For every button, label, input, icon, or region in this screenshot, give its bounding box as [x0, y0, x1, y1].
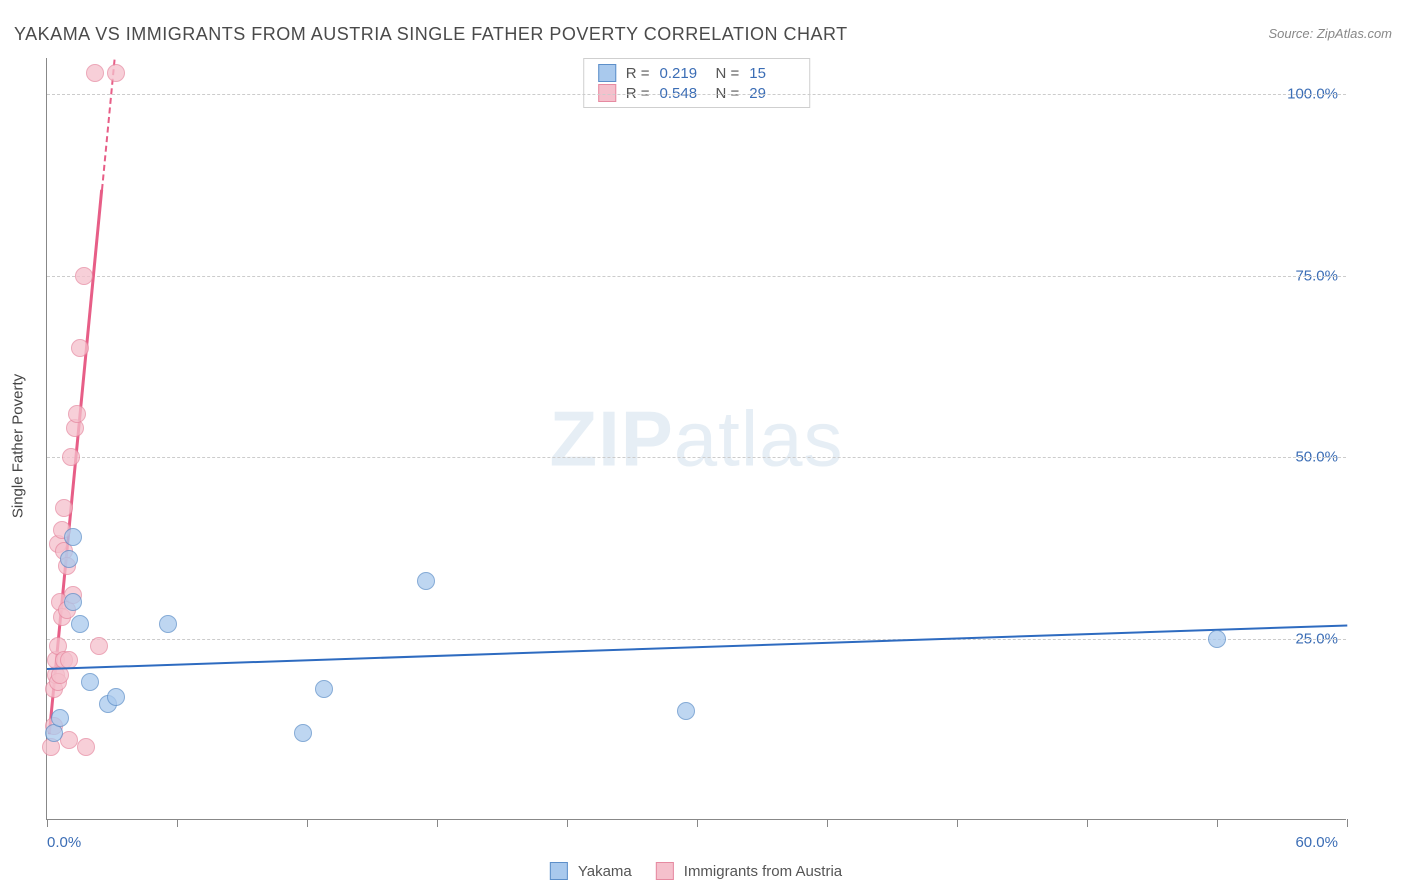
chart-container: YAKAMA VS IMMIGRANTS FROM AUSTRIA SINGLE… — [0, 0, 1406, 892]
data-point — [64, 593, 82, 611]
data-point — [315, 680, 333, 698]
data-point — [60, 550, 78, 568]
data-point — [86, 64, 104, 82]
x-tick — [47, 819, 48, 827]
data-point — [71, 339, 89, 357]
watermark: ZIPatlas — [549, 393, 843, 484]
gridline — [47, 457, 1346, 458]
data-point — [417, 572, 435, 590]
x-tick — [567, 819, 568, 827]
chart-title: YAKAMA VS IMMIGRANTS FROM AUSTRIA SINGLE… — [14, 24, 848, 45]
plot-area: ZIPatlas R = 0.219N = 15R = 0.548N = 29 … — [46, 58, 1346, 820]
gridline — [47, 639, 1346, 640]
legend-series-label: Yakama — [578, 863, 632, 880]
x-tick — [1347, 819, 1348, 827]
data-point — [68, 405, 86, 423]
data-point — [71, 615, 89, 633]
data-point — [62, 448, 80, 466]
n-value: 15 — [749, 65, 795, 82]
data-point — [107, 64, 125, 82]
x-tick — [697, 819, 698, 827]
legend-series-label: Immigrants from Austria — [684, 863, 842, 880]
x-tick — [1087, 819, 1088, 827]
x-tick — [437, 819, 438, 827]
x-tick — [827, 819, 828, 827]
watermark-bold: ZIP — [549, 394, 673, 482]
n-label: N = — [716, 85, 740, 102]
data-point — [55, 499, 73, 517]
x-tick-max: 60.0% — [1295, 834, 1338, 851]
data-point — [51, 709, 69, 727]
legend-swatch — [598, 84, 616, 102]
data-point — [677, 702, 695, 720]
r-value: 0.219 — [660, 65, 706, 82]
data-point — [81, 673, 99, 691]
y-axis-label: Single Father Poverty — [10, 374, 27, 518]
legend-row: R = 0.219 N = 15 — [598, 63, 796, 83]
data-point — [159, 615, 177, 633]
legend-swatch — [550, 862, 568, 880]
gridline — [47, 94, 1346, 95]
data-point — [1208, 630, 1226, 648]
r-value: 0.548 — [660, 85, 706, 102]
n-value: 29 — [749, 85, 795, 102]
x-tick — [1217, 819, 1218, 827]
data-point — [64, 528, 82, 546]
legend-swatch — [656, 862, 674, 880]
gridline — [47, 276, 1346, 277]
x-tick — [307, 819, 308, 827]
data-point — [294, 724, 312, 742]
legend-swatch — [598, 64, 616, 82]
r-label: R = — [626, 85, 650, 102]
source-credit: Source: ZipAtlas.com — [1268, 26, 1392, 41]
series-legend: Yakama Immigrants from Austria — [550, 862, 856, 880]
x-tick — [957, 819, 958, 827]
watermark-light: atlas — [674, 394, 844, 482]
stats-legend: R = 0.219 N = 15 R = 0.548 N = 29 — [583, 58, 811, 108]
data-point — [75, 267, 93, 285]
trend-line — [47, 624, 1347, 670]
x-tick — [177, 819, 178, 827]
legend-row: R = 0.548 N = 29 — [598, 83, 796, 103]
x-tick-min: 0.0% — [47, 834, 81, 851]
data-point — [90, 637, 108, 655]
data-point — [77, 738, 95, 756]
data-point — [107, 688, 125, 706]
n-label: N = — [716, 65, 740, 82]
r-label: R = — [626, 65, 650, 82]
